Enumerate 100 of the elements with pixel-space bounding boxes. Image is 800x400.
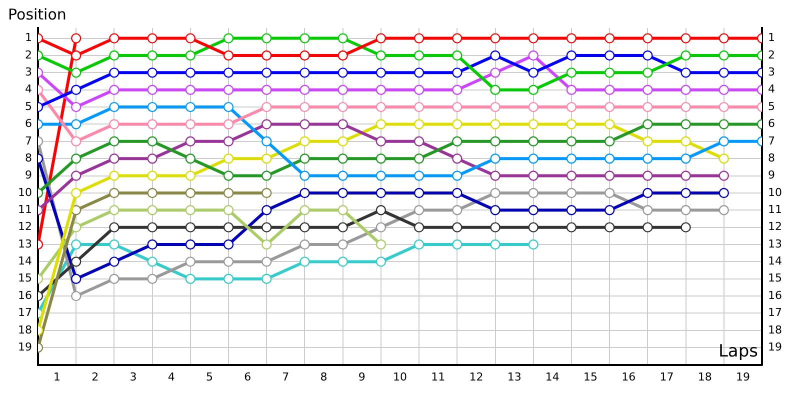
point: [414, 68, 424, 78]
point: [376, 102, 386, 112]
point: [147, 274, 158, 284]
point: [109, 205, 120, 216]
point: [604, 188, 615, 198]
point: [642, 153, 653, 164]
point: [147, 222, 158, 232]
point: [414, 222, 424, 232]
point: [185, 119, 196, 130]
point: [185, 256, 196, 267]
point: [376, 50, 386, 61]
point: [452, 170, 462, 181]
point: [566, 68, 577, 78]
point: [680, 102, 691, 112]
point: [109, 84, 120, 95]
point: [300, 68, 310, 78]
x-axis-title: Laps: [718, 342, 758, 362]
point: [376, 84, 386, 95]
point: [147, 33, 158, 44]
point: [185, 102, 196, 112]
y2-tick-label: 2: [768, 48, 776, 62]
point: [223, 188, 234, 198]
point: [528, 188, 538, 198]
point: [147, 50, 158, 61]
point: [223, 222, 234, 232]
point: [680, 205, 691, 216]
point: [566, 119, 577, 130]
point: [452, 50, 462, 61]
point: [528, 50, 538, 61]
y2-tick-label: 4: [768, 82, 776, 96]
point: [109, 50, 120, 61]
point: [414, 84, 424, 95]
y-tick-label: 4: [24, 82, 32, 96]
point: [452, 119, 462, 130]
point: [642, 222, 653, 232]
y-tick-label: 15: [18, 272, 32, 285]
point: [642, 50, 653, 61]
point: [262, 119, 272, 130]
y2-tick-label: 7: [768, 134, 776, 148]
point: [300, 84, 310, 95]
y-tick-label: 6: [24, 117, 32, 130]
point: [490, 136, 500, 147]
point: [223, 119, 234, 130]
point: [604, 222, 615, 232]
point: [452, 68, 462, 78]
point: [300, 222, 310, 232]
point: [642, 84, 653, 95]
point: [185, 188, 196, 198]
y-tick-label: 8: [24, 151, 32, 164]
point: [185, 50, 196, 61]
x-tick-label: 1: [54, 370, 61, 384]
point: [604, 33, 615, 44]
point: [376, 136, 386, 147]
x-tick-label: 14: [545, 370, 560, 384]
y2-tick-label: 19: [768, 340, 782, 354]
point: [262, 50, 272, 61]
point: [338, 222, 348, 232]
y-tick-label: 3: [24, 66, 32, 79]
y-tick-label: 13: [18, 237, 32, 250]
y2-tick-label: 1: [768, 31, 776, 44]
point: [338, 119, 348, 130]
point: [528, 170, 538, 181]
point: [376, 222, 386, 232]
point: [185, 205, 196, 216]
x-tick-label: 15: [584, 370, 598, 384]
point: [147, 256, 158, 267]
y-tick-label: 18: [18, 323, 32, 336]
point: [642, 205, 653, 216]
x-tick-label: 4: [168, 370, 175, 384]
point: [680, 84, 691, 95]
y-tick-label: 2: [24, 48, 32, 62]
point: [185, 274, 196, 284]
point: [680, 170, 691, 181]
point: [414, 188, 424, 198]
point: [414, 205, 424, 216]
point: [223, 33, 234, 44]
point: [604, 153, 615, 164]
point: [566, 170, 577, 181]
point: [300, 153, 310, 164]
point: [223, 205, 234, 216]
point: [300, 205, 310, 216]
x-tick-label: 10: [393, 370, 407, 384]
point: [452, 33, 462, 44]
point: [566, 102, 577, 112]
point: [414, 119, 424, 130]
point: [147, 136, 158, 147]
point: [300, 119, 310, 130]
point: [71, 188, 82, 198]
point: [338, 136, 348, 147]
point: [566, 153, 577, 164]
point: [718, 136, 729, 147]
point: [452, 102, 462, 112]
point: [223, 84, 234, 95]
point: [490, 239, 500, 250]
y-axis-title: Position: [8, 5, 66, 24]
x-tick-label: 3: [130, 370, 137, 384]
point: [223, 170, 234, 181]
point: [642, 68, 653, 78]
y2-tick-label: 13: [768, 237, 782, 250]
point: [604, 102, 615, 112]
